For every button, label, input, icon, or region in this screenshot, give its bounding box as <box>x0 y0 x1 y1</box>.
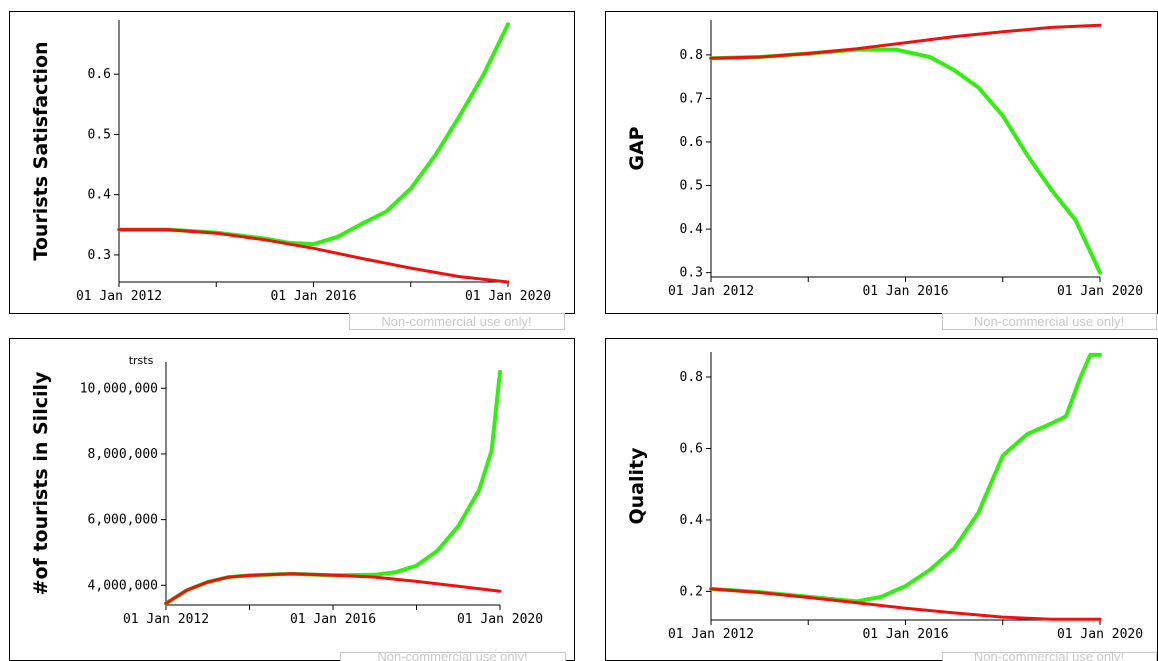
y-axis-title: Quality <box>626 447 648 525</box>
y-tick-label: 0.6 <box>680 441 703 456</box>
panel-frame <box>605 11 1158 314</box>
unit-label: trsts <box>129 354 154 367</box>
y-axis-title: #of tourists in Silcily <box>30 371 52 595</box>
y-tick-label: 0.4 <box>88 188 112 203</box>
y-tick-label: 0.3 <box>680 266 703 281</box>
watermark-box <box>349 313 565 330</box>
panel-frame <box>605 338 1158 661</box>
y-tick-label: 4,000,000 <box>88 578 158 593</box>
x-tick-label: 01 Jan 2020 <box>457 612 543 627</box>
x-tick-label: 01 Jan 2020 <box>1057 284 1143 299</box>
panel-quality: 0.2 0.4 0.6 0.8 01 Jan 2012 01 Jan 2016 01 Jan… <box>605 338 1158 661</box>
watermark-box <box>942 313 1157 330</box>
y-tick-label: 0.7 <box>680 91 703 106</box>
y-tick-label: 8,000,000 <box>88 447 158 462</box>
watermark-box <box>942 652 1157 661</box>
panel-frame <box>9 11 575 314</box>
panel-tourists-satisfaction: 0.3 0.4 0.5 0.6 01 Jan 2012 01 Jan 2016 01 Jan… <box>9 11 575 330</box>
y-tick-label: 0.3 <box>88 248 111 263</box>
panel-frame <box>9 338 575 661</box>
x-tick-label: 01 Jan 2012 <box>76 289 162 304</box>
y-tick-label: 0.5 <box>88 127 111 142</box>
panel-number-of-tourists: 4,000,000 6,000,000 8,000,000 10,000,000 01 … <box>9 338 575 661</box>
x-tick-label: 01 Jan 2012 <box>123 612 209 627</box>
y-tick-label: 0.4 <box>680 222 704 237</box>
y-tick-label: 0.5 <box>680 179 703 194</box>
x-tick-label: 01 Jan 2020 <box>465 289 551 304</box>
x-tick-label: 01 Jan 2016 <box>290 612 376 627</box>
y-tick-label: 0.6 <box>680 135 703 150</box>
y-tick-label: 10,000,000 <box>80 381 158 396</box>
y-tick-label: 0.4 <box>680 513 704 528</box>
watermark-text: Non-commercial use only! <box>974 649 1124 661</box>
watermark-text: Non-commercial use only! <box>381 314 531 329</box>
x-tick-label: 01 Jan 2012 <box>668 284 754 299</box>
x-tick-label: 01 Jan 2016 <box>862 627 948 642</box>
panel-gap: 0.3 0.4 0.5 0.6 0.7 0.8 01 Jan 2012 01 Jan 2016… <box>605 11 1158 330</box>
x-tick-label: 01 Jan 2020 <box>1057 627 1143 642</box>
y-tick-label: 0.8 <box>680 48 703 63</box>
y-axis-title: GAP <box>626 126 648 170</box>
x-tick-label: 01 Jan 2012 <box>668 627 754 642</box>
y-tick-label: 6,000,000 <box>88 513 158 528</box>
series-line-red <box>709 587 1102 621</box>
watermark-box <box>340 652 566 661</box>
y-tick-label: 0.6 <box>88 67 111 82</box>
x-tick-label: 01 Jan 2016 <box>270 289 356 304</box>
x-tick-label: 01 Jan 2016 <box>862 284 948 299</box>
series-line-red <box>117 228 510 284</box>
watermark-text: Non-commercial use only! <box>377 649 527 661</box>
series-line-red <box>709 23 1102 60</box>
y-tick-label: 0.2 <box>680 584 703 599</box>
y-tick-label: 0.8 <box>680 370 703 385</box>
series-line-red <box>164 572 502 605</box>
y-axis-title: Tourists Satisfaction <box>30 41 52 260</box>
watermark-text: Non-commercial use only! <box>974 314 1124 329</box>
